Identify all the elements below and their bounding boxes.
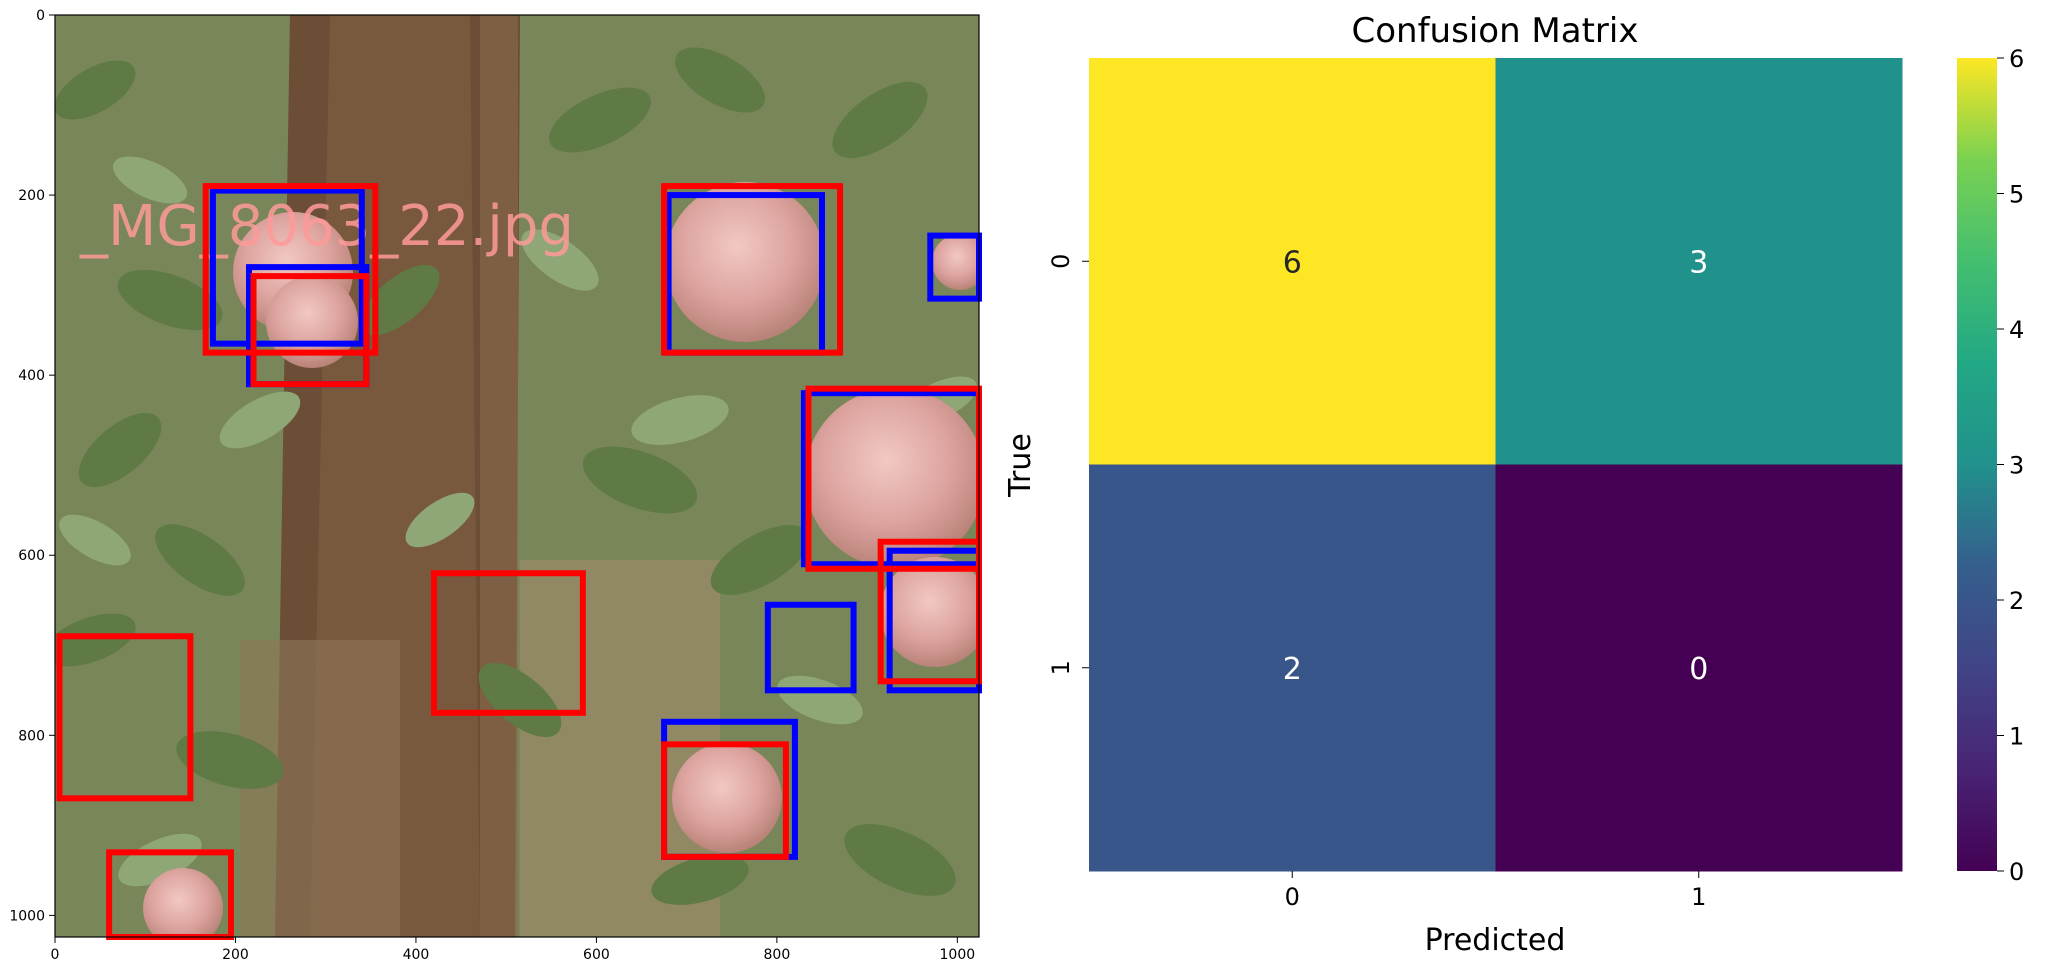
blue-box-group <box>209 187 982 860</box>
heatmap-cell-value: 3 <box>1689 245 1708 280</box>
image-y-ticks: 0 200 400 600 800 1000 <box>9 8 55 924</box>
image-y-tick-label: 400 <box>18 368 45 384</box>
image-y-tick-label: 600 <box>18 548 45 564</box>
heatmap-y-ticks: 01 <box>1047 254 1089 675</box>
blue-bounding-box-7 <box>764 601 857 694</box>
colorbar-tick-label: 2 <box>2009 587 2024 615</box>
image-x-ticks: 0 200 400 600 800 1000 <box>51 937 976 963</box>
heatmap-cell-r0-c0 <box>1089 58 1496 465</box>
image-x-tick-label: 200 <box>222 947 249 963</box>
image-y-tick-label: 800 <box>18 728 45 744</box>
heatmap-cell-r1-c0 <box>1089 464 1496 872</box>
heatmap-cells <box>1089 58 1903 872</box>
image-x-tick-label: 600 <box>583 947 610 963</box>
colorbar-tick-label: 3 <box>2009 452 2024 480</box>
heatmap-cell-r0-c1 <box>1495 58 1903 465</box>
red-bounding-box-6 <box>430 570 586 716</box>
colorbar-tick-label: 1 <box>2009 723 2024 751</box>
orchard-photo <box>55 15 979 937</box>
colorbar-tick-label: 6 <box>2009 45 2024 73</box>
colorbar <box>1957 58 1997 871</box>
red-bounding-box-8 <box>661 741 789 860</box>
colorbar-tick-label: 4 <box>2009 316 2024 344</box>
image-x-tick-label: 1000 <box>940 947 976 963</box>
detection-image-panel: _MG_8063_22.jpg 0 200 400 600 800 1000 0 200 40… <box>9 8 982 963</box>
image-filename-label: _MG_8063_22.jpg <box>79 194 574 259</box>
heatmap-y-tick-label: 0 <box>1047 254 1075 269</box>
chart-title: Confusion Matrix <box>1352 11 1639 51</box>
heatmap-cell-value: 6 <box>1283 245 1302 280</box>
heatmap-cell-value: 0 <box>1689 652 1708 687</box>
red-bounding-box-3 <box>661 183 844 356</box>
image-x-tick-label: 800 <box>764 947 791 963</box>
red-bounding-box-1 <box>202 183 379 356</box>
heatmap-x-tick-label: 0 <box>1285 883 1300 911</box>
red-bounding-box-2 <box>250 273 370 388</box>
image-x-tick-label: 0 <box>51 947 60 963</box>
heatmap-cell-r1-c1 <box>1495 464 1903 872</box>
heatmap-annotations: 6 3 2 0 <box>1283 245 1709 687</box>
x-axis-label: Predicted <box>1425 923 1566 958</box>
image-x-tick-label: 400 <box>403 947 430 963</box>
colorbar-ticks: 0 1 2 3 4 5 6 <box>1997 45 2024 886</box>
red-bounding-box-7 <box>56 633 194 802</box>
heatmap-x-tick-label: 1 <box>1691 883 1706 911</box>
y-axis-label: True <box>1003 433 1038 498</box>
image-axes-frame <box>54 14 980 938</box>
heatmap-y-tick-label: 1 <box>1047 660 1075 675</box>
heatmap-cell-value: 2 <box>1283 652 1302 687</box>
image-y-tick-label: 1000 <box>9 908 45 924</box>
image-y-tick-label: 200 <box>18 188 45 204</box>
colorbar-tick-label: 0 <box>2009 858 2024 886</box>
colorbar-tick-label: 5 <box>2009 181 2024 209</box>
image-y-tick-label: 0 <box>36 8 45 24</box>
